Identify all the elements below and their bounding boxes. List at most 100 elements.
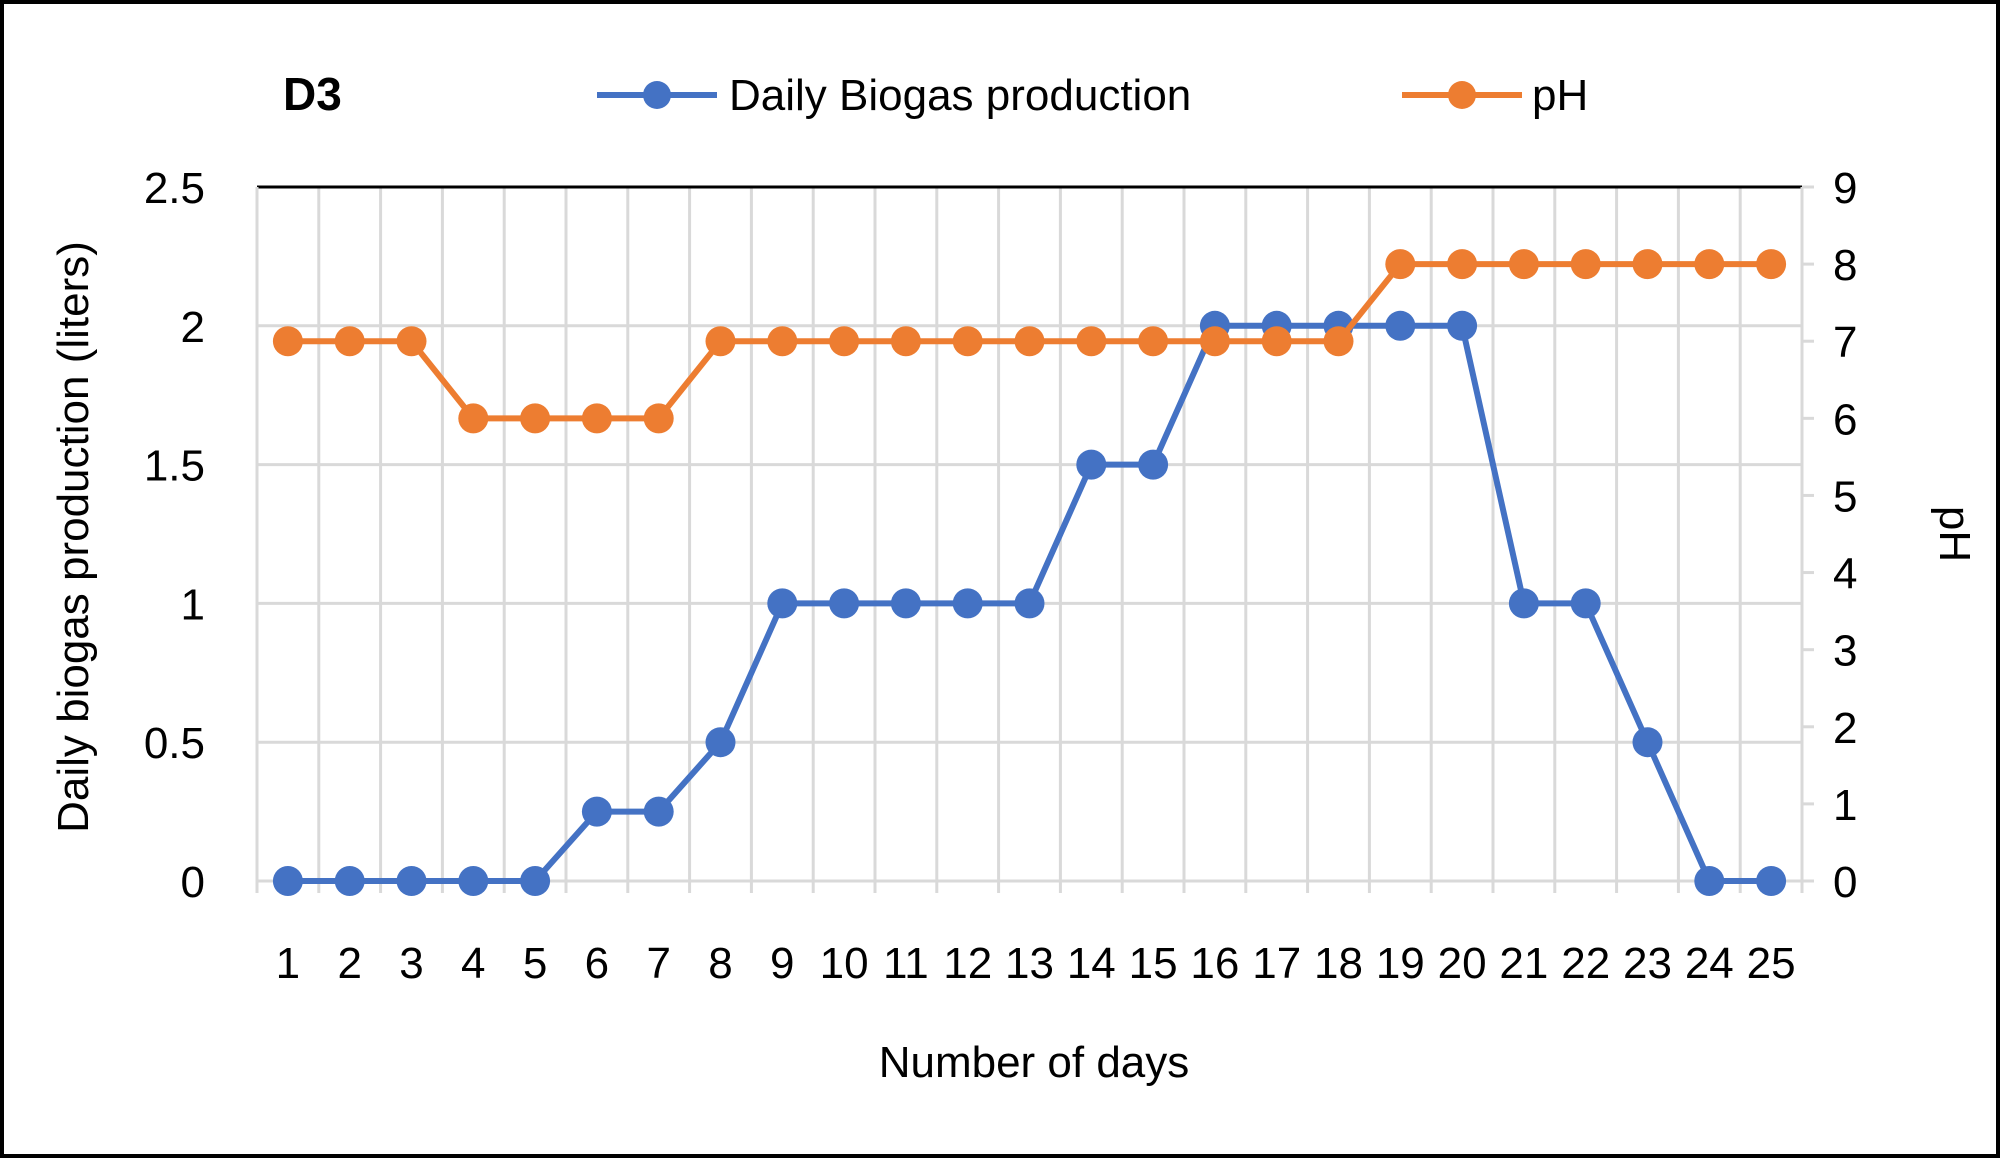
x-tick-label: 9 [770,939,794,988]
data-point-biogas [705,727,736,758]
data-point-biogas [458,866,489,896]
data-point-ph [1261,326,1292,357]
data-point-biogas [334,866,365,896]
y-tick-label: 2 [181,303,205,352]
data-point-ph [643,403,674,434]
data-point-biogas [1570,588,1601,619]
data-point-biogas [829,588,860,619]
y2-tick-label: 6 [1833,395,1857,444]
legend-item-biogas: Daily Biogas production [597,71,1191,120]
data-point-ph [1138,326,1169,357]
legend: Daily Biogas production pH [597,71,1588,120]
data-point-ph [272,326,303,357]
data-point-biogas [1076,449,1107,480]
data-point-biogas [1508,588,1539,619]
y2-tick-label: 1 [1833,781,1857,830]
x-tick-label: 2 [337,939,361,988]
y2-tick-label: 3 [1833,627,1857,676]
data-point-ph [890,326,921,357]
y-tick-label: 1 [181,580,205,629]
x-tick-label: 21 [1499,939,1548,988]
data-point-ph [1508,249,1539,280]
data-point-ph [520,403,551,434]
data-point-ph [334,326,365,357]
chart-title: D3 [283,68,342,120]
data-point-biogas [767,588,798,619]
x-tick-label: 4 [461,939,485,988]
data-point-biogas [643,796,674,827]
x-tick-label: 20 [1438,939,1487,988]
data-point-biogas [396,866,427,896]
x-tick-label: 8 [708,939,732,988]
x-tick-label: 11 [883,939,929,988]
data-point-biogas [272,866,303,896]
data-point-ph [1694,249,1725,280]
y-tick-label: 0 [181,858,205,907]
y2-tick-label: 2 [1833,704,1857,753]
y2-axis-title: pH [1930,506,1979,562]
y2-tick-label: 7 [1833,318,1857,367]
x-tick-label: 7 [646,939,670,988]
y2-tick-label: 0 [1833,858,1857,907]
data-point-ph [1756,249,1787,280]
y2-tick-label: 5 [1833,472,1857,521]
legend-marker-biogas [643,81,671,109]
data-point-biogas [1756,866,1787,896]
x-tick-label: 6 [585,939,609,988]
data-point-ph [1323,326,1354,357]
x-tick-label: 22 [1561,939,1610,988]
data-point-ph [1014,326,1045,357]
data-point-biogas [581,796,612,827]
y-tick-label: 2.5 [144,164,205,213]
legend-label-ph: pH [1532,71,1588,120]
x-tick-label: 24 [1685,939,1734,988]
y2-tick-label: 9 [1833,164,1857,213]
data-point-biogas [890,588,921,619]
x-tick-label: 18 [1314,939,1363,988]
data-point-ph [581,403,612,434]
x-tick-label: 10 [820,939,869,988]
x-tick-label: 25 [1747,939,1796,988]
data-point-ph [1570,249,1601,280]
y2-tick-label: 8 [1833,241,1857,290]
x-tick-label: 1 [276,939,300,988]
x-tick-label: 19 [1376,939,1425,988]
data-point-ph [829,326,860,357]
x-tick-label: 12 [943,939,992,988]
y2-tick-label: 4 [1833,550,1857,599]
y-tick-label: 1.5 [144,442,205,491]
x-tick-label: 23 [1623,939,1672,988]
series [272,249,1787,896]
x-tick-label: 5 [523,939,547,988]
legend-marker-ph [1448,81,1476,109]
x-tick-label: 15 [1129,939,1178,988]
legend-label-biogas: Daily Biogas production [729,71,1191,120]
data-point-biogas [952,588,983,619]
data-point-ph [1385,249,1416,280]
data-point-biogas [1694,866,1725,896]
x-tick-label: 16 [1190,939,1239,988]
x-tick-label: 14 [1067,939,1116,988]
data-point-ph [1199,326,1230,357]
data-point-biogas [1138,449,1169,480]
x-tick-label: 13 [1005,939,1054,988]
data-point-ph [705,326,736,357]
legend-item-ph: pH [1402,71,1588,120]
data-point-ph [1076,326,1107,357]
x-tick-label: 17 [1252,939,1301,988]
data-point-ph [952,326,983,357]
data-point-ph [1447,249,1478,280]
data-point-biogas [1632,727,1663,758]
data-point-ph [458,403,489,434]
data-point-biogas [520,866,551,896]
data-point-ph [1632,249,1663,280]
data-point-ph [767,326,798,357]
data-point-biogas [1447,310,1478,341]
x-axis-title: Number of days [879,1038,1190,1087]
data-point-biogas [1014,588,1045,619]
y-tick-label: 0.5 [144,719,205,768]
x-tick-label: 3 [399,939,423,988]
